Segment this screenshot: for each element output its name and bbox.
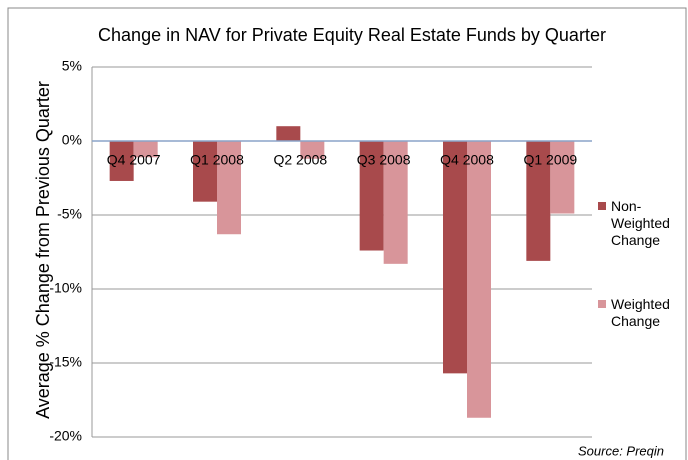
- legend-label: Non-Weighted Change: [611, 198, 670, 248]
- bar: [217, 141, 241, 235]
- bar: [300, 141, 325, 159]
- x-tick-label: Q1 2008: [190, 152, 244, 168]
- legend-swatch: [598, 202, 606, 210]
- bar: [550, 141, 575, 214]
- legend-item: Non-Weighted Change: [598, 198, 673, 249]
- x-tick-label: Q2 2008: [273, 152, 327, 168]
- legend-swatch: [598, 300, 606, 308]
- bar: [467, 141, 491, 418]
- x-tick-label: Q4 2007: [107, 152, 161, 168]
- bar: [359, 141, 384, 251]
- y-tick-label: 0%: [62, 132, 82, 148]
- y-tick-label: -10%: [49, 280, 82, 296]
- bar: [383, 141, 408, 264]
- bar: [526, 141, 551, 261]
- bar: [133, 141, 158, 158]
- y-tick-label: -20%: [49, 428, 82, 444]
- bar: [109, 141, 134, 181]
- x-tick-label: Q4 2008: [440, 152, 494, 168]
- bar: [443, 141, 467, 374]
- y-tick-label: -15%: [49, 354, 82, 370]
- legend-label: Weighted Change: [611, 296, 670, 329]
- y-axis-label: Average % Change from Previous Quarter: [33, 81, 53, 419]
- legend-item: Weighted Change: [598, 296, 673, 330]
- x-tick-label: Q3 2008: [357, 152, 411, 168]
- y-tick-label: -5%: [57, 206, 82, 222]
- chart-border: [7, 7, 687, 460]
- y-tick-label: 5%: [62, 58, 82, 74]
- bar: [193, 141, 217, 202]
- bar: [276, 126, 301, 141]
- chart-title: Change in NAV for Private Equity Real Es…: [98, 25, 606, 45]
- source-note: Source: Preqin: [578, 443, 664, 458]
- x-tick-label: Q1 2009: [523, 152, 577, 168]
